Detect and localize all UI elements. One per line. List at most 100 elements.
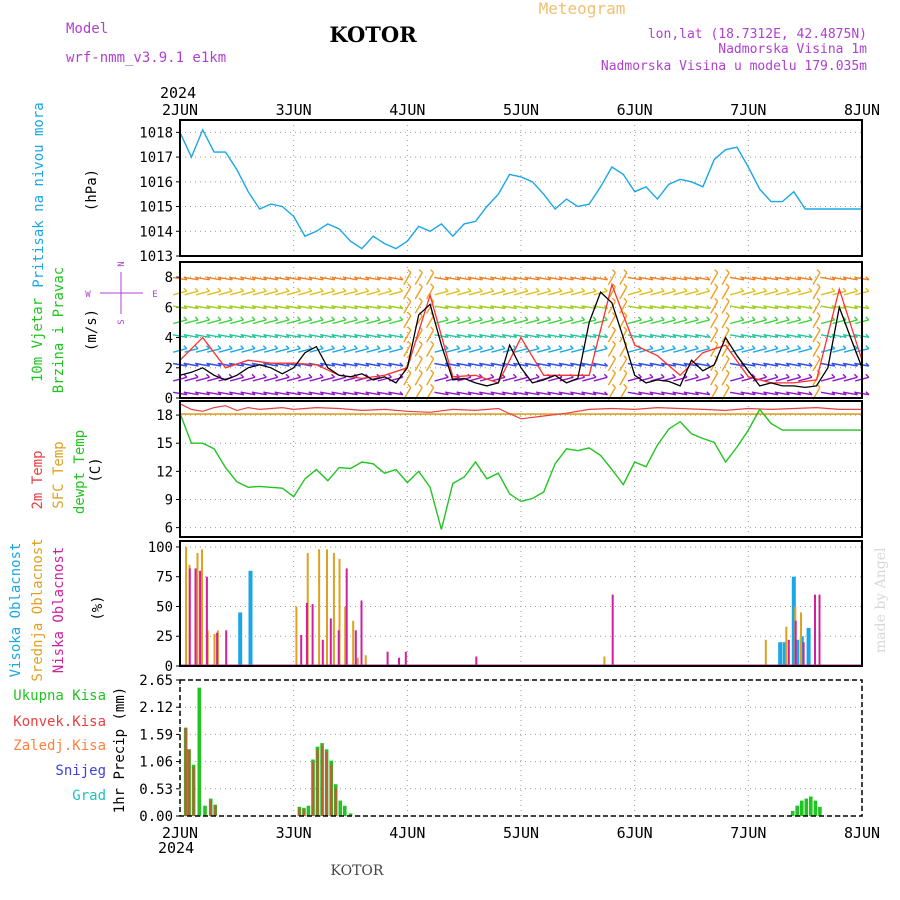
wind-barb — [764, 334, 779, 338]
wind-barb-head — [774, 373, 779, 378]
wind-barb-head — [240, 333, 245, 338]
wind-barb — [286, 334, 301, 338]
wind-speed-line — [179, 291, 863, 389]
wind-barb-head — [581, 316, 586, 321]
wind-barb — [514, 376, 528, 382]
x-tick-label-bottom: 2JUN — [162, 824, 198, 842]
pressure-side-label: Pritisak na nivou mora — [31, 102, 47, 287]
wind-barb — [332, 347, 347, 353]
wind-barb-head — [649, 391, 654, 396]
wind-barb — [502, 334, 517, 338]
wind-barb-head — [603, 373, 608, 378]
wind-barb — [752, 319, 767, 325]
wind-barb-head — [490, 373, 495, 378]
wind-barb-head — [183, 305, 188, 309]
low-cloud-bar — [305, 602, 308, 666]
wind-barb-head — [774, 287, 779, 292]
wind-barb-head — [206, 373, 210, 378]
year-bottom: 2024 — [158, 839, 194, 857]
wind-barb-head — [228, 316, 233, 321]
wind-barb — [673, 276, 688, 281]
wind-barb-head — [751, 391, 756, 396]
high-cloud-bar — [778, 642, 783, 666]
wind-barb — [741, 276, 756, 281]
wind-unit-label: (m/s) — [84, 309, 100, 351]
wind-barb — [377, 362, 392, 367]
wind-barb — [434, 290, 449, 296]
wind-barb — [638, 276, 654, 281]
wind-barb-head — [785, 333, 790, 338]
wind-barb — [252, 305, 267, 310]
wind-barb — [638, 334, 654, 338]
wind-barb — [229, 391, 244, 396]
wind-barb-head — [274, 373, 279, 378]
wind-barb — [366, 276, 381, 281]
wind-barb-head — [569, 345, 574, 350]
wind-barb-head — [774, 305, 779, 309]
wind-barb — [297, 334, 313, 338]
wind-barb — [548, 319, 563, 325]
wind-barb — [514, 290, 528, 296]
wind-barb — [559, 334, 574, 338]
y-tick-label: 0 — [165, 659, 173, 675]
wind-barb — [195, 319, 210, 325]
mid-cloud-bar — [764, 639, 767, 666]
wind-barb — [741, 334, 756, 338]
wind-barb — [263, 305, 278, 310]
wind-barb-head — [524, 362, 529, 367]
wind-barb-head — [228, 345, 233, 350]
wind-barb — [343, 319, 358, 325]
wind-barb — [536, 276, 551, 281]
wind-barb — [775, 319, 790, 325]
wind-barb-head — [797, 316, 802, 321]
wind-barb-head — [808, 316, 813, 321]
wind-barb — [229, 276, 244, 281]
wind-barb-head — [763, 305, 768, 309]
mid-cloud-bar — [213, 633, 216, 666]
wind-barb-head — [387, 287, 392, 292]
wind-barb — [241, 290, 256, 296]
wind-barb — [764, 347, 778, 353]
wind-barb-head — [797, 391, 802, 396]
wind-barb-head — [672, 287, 676, 292]
wind-barb-head — [831, 391, 836, 396]
wind-barb-head — [535, 276, 540, 281]
wind-barb — [820, 391, 835, 396]
y-tick-label: 12 — [156, 464, 173, 480]
wind-barb-head — [308, 391, 313, 396]
cloud-side-label-mid: Srednja Oblacnost — [30, 538, 46, 681]
wind-barb — [252, 347, 267, 353]
wind-barb-head — [407, 326, 412, 331]
wind-barb-head — [581, 333, 586, 338]
y-tick-label: 25 — [156, 629, 173, 645]
wind-barb-head — [706, 333, 711, 338]
wind-barb-head — [418, 369, 423, 374]
wind-barb-head — [638, 276, 643, 281]
wind-barb-head — [694, 276, 699, 281]
wind-barb-head — [797, 345, 802, 350]
low-cloud-bar — [321, 639, 324, 666]
cloud-panel: 0 25 50 75 100 Visoka Oblacnost Srednja Obla… — [8, 538, 863, 682]
wind-barb — [457, 305, 472, 310]
wind-barb — [786, 362, 801, 367]
wind-barb-head — [296, 287, 301, 292]
y-tick-label: 2.65 — [139, 673, 173, 689]
wind-barb — [832, 290, 847, 296]
wind-barb-head — [660, 276, 665, 281]
wind-barb — [695, 391, 710, 396]
wind-barb — [354, 362, 369, 367]
wind-barb — [627, 391, 642, 396]
wind-barb — [354, 290, 369, 296]
wind-barb — [377, 347, 392, 353]
wind-barb-head — [683, 287, 688, 292]
wind-barb-head — [194, 391, 199, 396]
wind-barb-head — [430, 369, 435, 374]
wind-barb — [184, 319, 199, 325]
wind-barb-head — [274, 391, 279, 396]
wind-barb — [297, 305, 313, 310]
wind-barb-head — [842, 373, 847, 378]
wind-barb-head — [842, 276, 847, 281]
wind-barb — [354, 319, 369, 325]
wind-barb-head — [751, 345, 756, 350]
wind-barb-head — [740, 287, 745, 292]
